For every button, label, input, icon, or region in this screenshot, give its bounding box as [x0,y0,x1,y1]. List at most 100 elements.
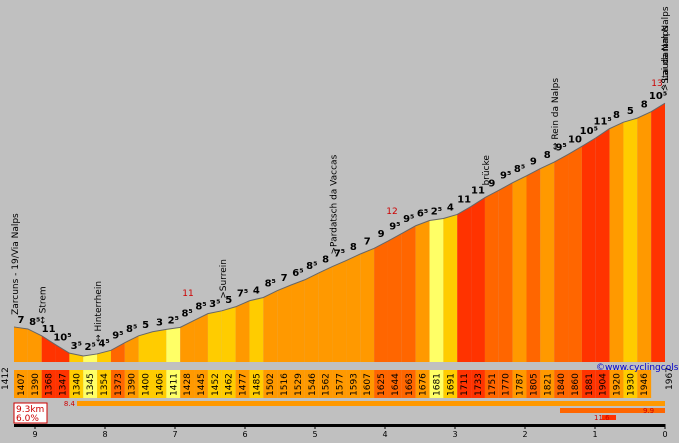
place-label: Zarcuns - 19/Via Nalps [11,213,21,315]
strip-cell [180,370,195,398]
grade-label: 7 [281,273,288,284]
strip-cell [304,370,319,398]
strip-cell [55,370,70,398]
grade-label: 3⁵ [209,299,220,310]
altitude-label: 1691 [446,373,456,396]
altitude-label: 1920 [613,373,623,396]
profile-segment [651,103,665,363]
distance-tick-label: 8 [102,430,107,439]
grade-label: 9 [488,178,495,189]
altitude-label: 1462 [225,373,235,396]
altitude-label: 1406 [155,373,165,396]
profile-segment [526,168,541,362]
altitude-label: 1411 [169,373,179,396]
profile-segment [207,310,222,362]
grade-label: 5 [627,106,634,117]
max-grade-label: 12 [386,207,397,217]
grade-label: 3 [156,317,163,328]
profile-segments [13,102,666,363]
profile-segment [180,320,195,362]
grade-label: 9 [530,157,537,168]
profile-segment [110,342,125,362]
grade-label: 6⁵ [292,268,303,279]
strip-cell [235,370,250,398]
profile-segment [554,154,569,362]
profile-segment [415,220,430,362]
grade-label: 10⁵ [580,126,598,137]
distance-tick-label: 4 [382,430,387,439]
grade-label: 11 [471,186,485,197]
max-grade-bar [77,401,665,406]
strip-cell [623,370,638,398]
altitude-label: 1676 [419,373,429,396]
grade-label: 8⁵ [514,164,525,175]
grade-label: 2⁵ [85,342,96,353]
profile-segment [14,326,28,362]
grade-label: 4⁵ [98,338,109,349]
strip-cell [637,370,652,398]
strip-cell [138,370,153,398]
grade-label: 7⁵ [334,248,345,259]
altitude-label: 1860 [571,373,581,396]
strip-cell [69,370,84,398]
strip-cell [609,370,624,398]
place-label: >Staudamm Nalps [661,6,671,91]
strip-cell [332,370,347,398]
altitude-label: 1607 [363,373,373,396]
altitude-label: 1445 [197,373,207,396]
profile-segment [360,248,375,362]
profile-segment [194,313,208,362]
profile-segment [291,279,305,362]
profile-segment [512,175,527,362]
altitude-label: 1407 [17,373,27,396]
strip-cell [360,370,375,398]
distance-tick-label: 5 [312,430,317,439]
strip-cell [401,370,416,398]
bottom-panel: 1412 1967 ©www.cyclingcols.com 9.3km 6.0… [1,363,679,424]
strip-cell [152,370,167,398]
strip-cell [97,370,111,398]
altitude-label: 1625 [377,373,387,396]
altitude-label: 1390 [31,373,41,396]
strip-cell [554,370,569,398]
strip-cell [194,370,208,398]
altitude-label: 1428 [183,373,193,396]
max-grade-bar-label: 11.6 [594,414,610,422]
grade-label: 7 [364,236,371,247]
grade-label: 8 [641,100,648,111]
profile-outline [13,102,666,357]
profile-segment [498,182,513,362]
grade-label: 7 [17,315,24,326]
strip-cell [512,370,527,398]
grade-label: 8⁵ [29,317,40,328]
profile-segment [387,233,402,362]
place-label: ↔ Hinterrhein [94,281,104,342]
strip-cell [374,370,388,398]
profile-segment [457,206,472,362]
profile-segment [401,225,416,362]
profile-segment [609,122,624,363]
grade-label: 7⁵ [237,289,248,300]
strip-cell [346,370,361,398]
strip-cell [166,370,181,398]
profile-segment [568,146,582,362]
max-grade-bars: 8.4 9.9 11.6 [64,400,665,422]
strip-cell [277,370,292,398]
place-label: ^ Lai da Nalps [661,25,671,91]
strip-cell [415,370,430,398]
profile-segment [27,328,42,362]
altitude-label: 1516 [280,373,290,396]
profile-segment [304,272,319,362]
grade-label: 10⁵ [53,333,71,344]
grade-label: 5 [225,295,232,306]
profile-segment [595,128,610,362]
altitude-label: 1546 [308,373,318,396]
altitude-label: 1946 [640,373,650,396]
grade-label: 3⁵ [71,341,82,352]
distance-tick-label: 9 [32,430,37,439]
strip-cell [110,370,125,398]
max-grade-bar-label: 8.4 [64,400,76,408]
place-labels: Zarcuns - 19/Via Nalps ↔ Strem ↔ Hinterrhe… [11,6,671,342]
altitude-label: 1368 [45,373,55,396]
